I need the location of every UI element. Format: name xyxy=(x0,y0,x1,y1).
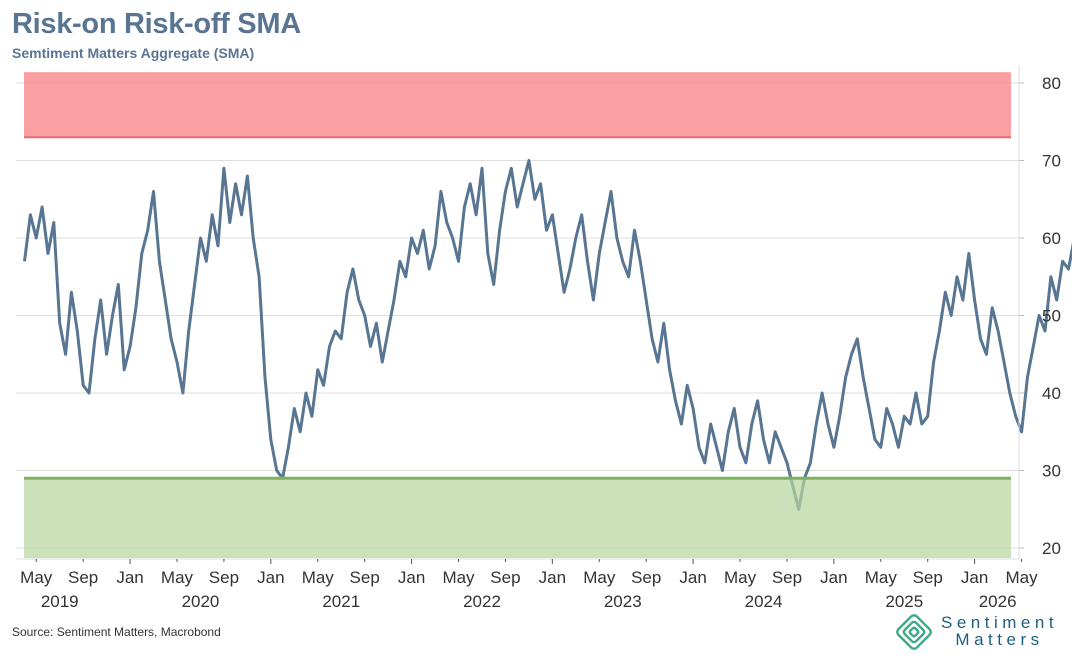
x-tick-label-month: May xyxy=(161,568,194,587)
x-tick-label-year: 2020 xyxy=(182,592,220,611)
x-tick-label-month: May xyxy=(583,568,616,587)
x-tick-label-year: 2025 xyxy=(885,592,923,611)
x-tick-label-year: 2026 xyxy=(979,592,1017,611)
logo-text-line1: Sentiment xyxy=(941,613,1059,632)
y-tick-label: 20 xyxy=(1042,539,1061,558)
x-tick-label-month: Jan xyxy=(398,568,425,587)
x-tick-label-month: Sep xyxy=(350,568,380,587)
x-tick-label-month: May xyxy=(724,568,757,587)
y-axis: 20 30 40 50 60 70 80 xyxy=(1018,65,1061,559)
sma-series-line xyxy=(23,159,1072,511)
series-layer xyxy=(23,159,1072,511)
source-note: Source: Sentiment Matters, Macrobond xyxy=(12,625,221,639)
y-tick-label: 80 xyxy=(1042,74,1061,93)
y-tick-label: 30 xyxy=(1042,462,1061,481)
y-tick-label: 60 xyxy=(1042,229,1061,248)
x-tick-label-month: Sep xyxy=(631,568,661,587)
x-tick-label-month: Sep xyxy=(772,568,802,587)
x-tick-label-month: May xyxy=(302,568,335,587)
x-tick-label-month: Jan xyxy=(539,568,566,587)
zones xyxy=(24,72,1011,558)
chart-subtitle: Semtiment Matters Aggregate (SMA) xyxy=(12,45,255,61)
chart-title: Risk-on Risk-off SMA xyxy=(12,8,301,40)
x-tick-label-month: Sep xyxy=(68,568,98,587)
x-tick-label-year: 2021 xyxy=(322,592,360,611)
x-tick-label-year: 2023 xyxy=(604,592,642,611)
x-tick-label-month: Jan xyxy=(257,568,284,587)
x-tick-label-month: Jan xyxy=(116,568,143,587)
x-tick-label-month: May xyxy=(442,568,475,587)
y-tick-label: 70 xyxy=(1042,152,1061,171)
x-axis: May 2019 Sep Jan May 2020 Sep Jan May 2021 Sep Jan M… xyxy=(16,558,1038,611)
nested-diamond-icon xyxy=(896,614,932,650)
sentiment-matters-logo: Sentiment Matters xyxy=(895,613,1065,653)
x-tick-label-month: May xyxy=(20,568,53,587)
y-tick-label: 40 xyxy=(1042,384,1061,403)
x-tick-label-month: Sep xyxy=(209,568,239,587)
x-tick-label-month: Sep xyxy=(913,568,943,587)
x-tick-label-year: 2022 xyxy=(463,592,501,611)
x-tick-label-year: 2024 xyxy=(745,592,783,611)
risk-on-zone xyxy=(24,72,1011,138)
x-tick-label-month: Jan xyxy=(820,568,847,587)
x-tick-label-month: May xyxy=(865,568,898,587)
logo-text: Sentiment Matters xyxy=(941,614,1058,648)
x-tick-label-month: Jan xyxy=(961,568,988,587)
risk-off-zone xyxy=(24,478,1011,558)
x-tick-label-month: Jan xyxy=(679,568,706,587)
x-tick-label-month: May xyxy=(1005,568,1038,587)
x-tick-label-month: Sep xyxy=(490,568,520,587)
logo-text-line2: Matters xyxy=(955,630,1044,649)
y-tick-label: 50 xyxy=(1042,307,1061,326)
x-tick-label-year: 2019 xyxy=(41,592,79,611)
